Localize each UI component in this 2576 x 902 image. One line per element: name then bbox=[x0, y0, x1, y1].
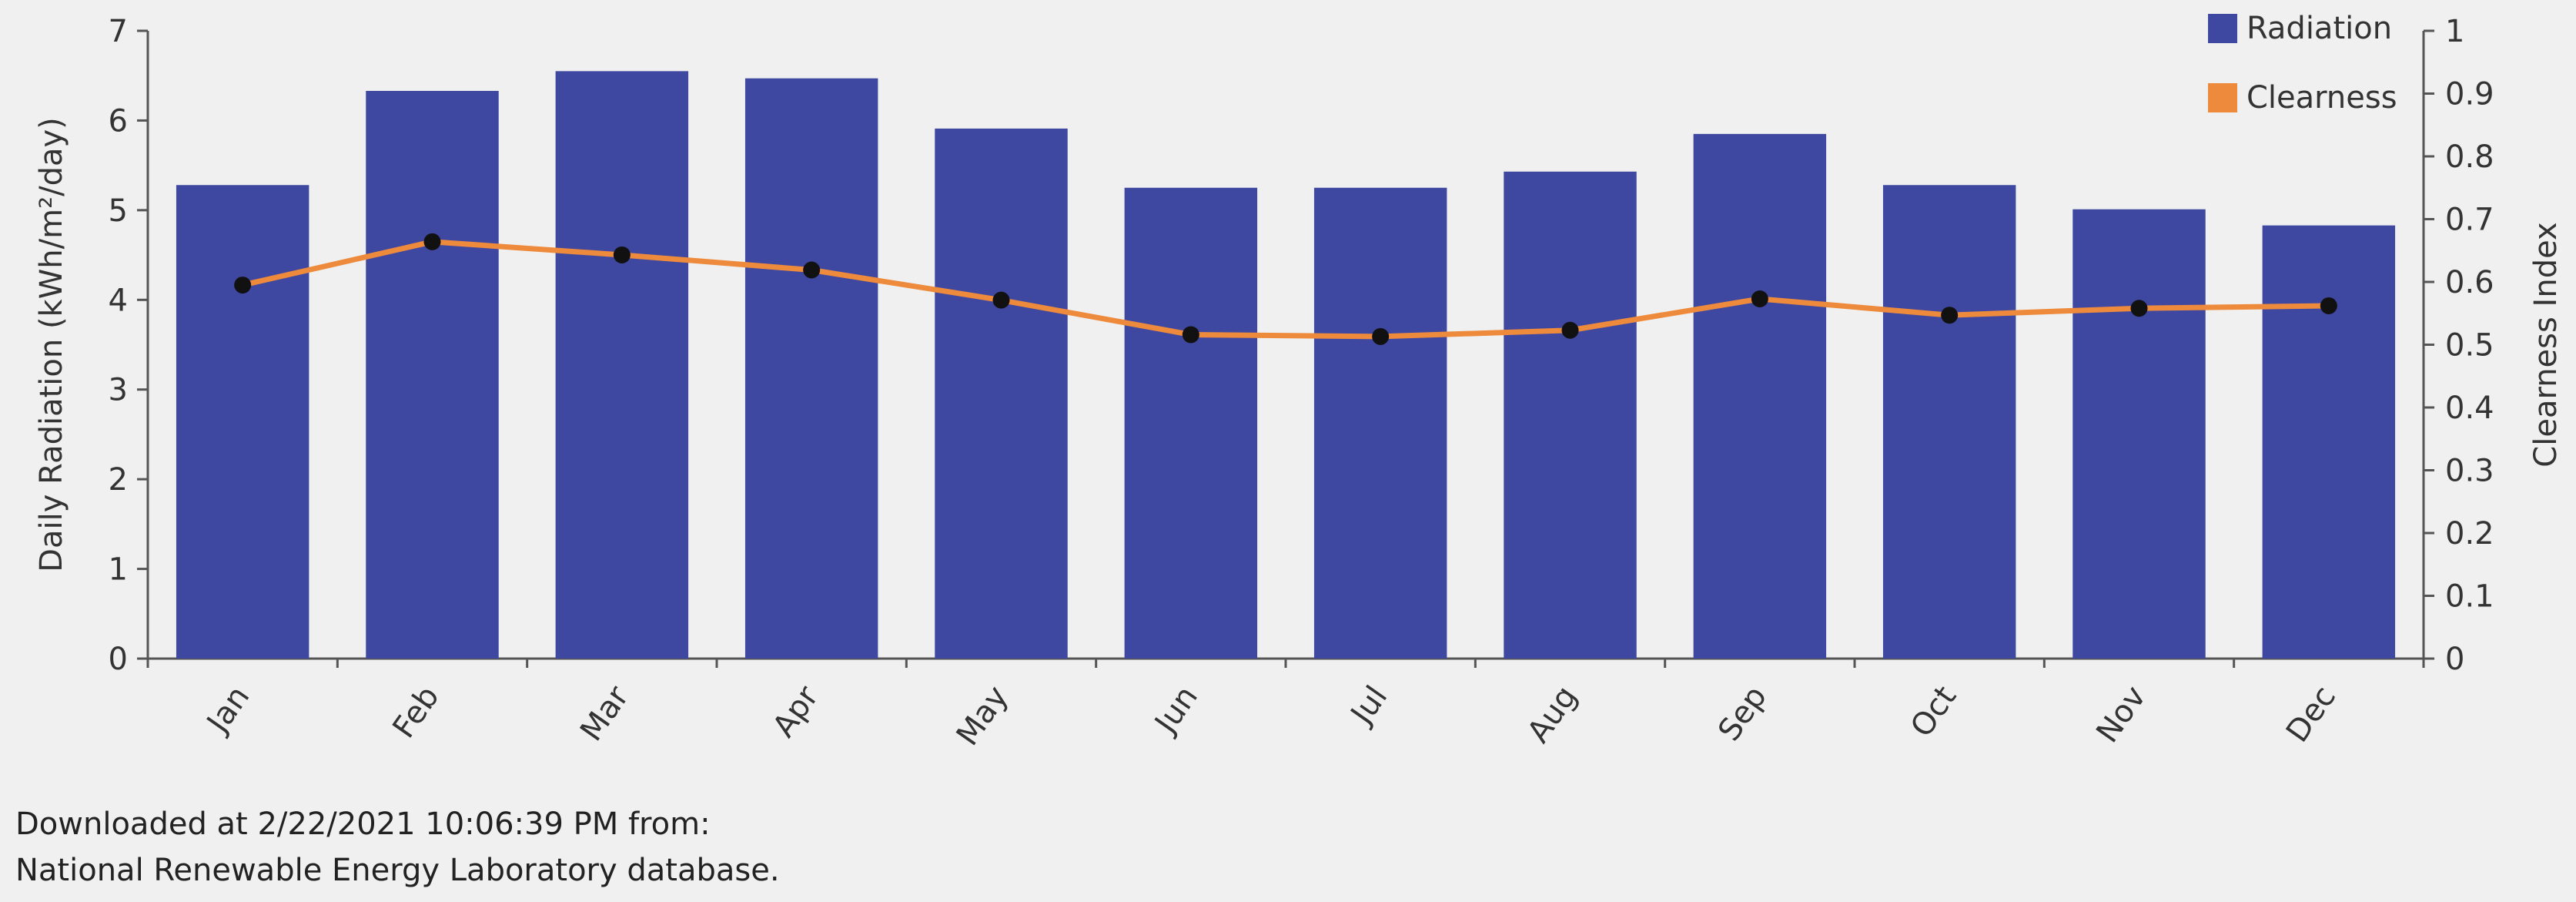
radiation-bar-nov bbox=[2073, 209, 2206, 659]
radiation-bars bbox=[176, 71, 2396, 659]
right-tick-label: 0.3 bbox=[2445, 454, 2494, 489]
left-tick-label: 5 bbox=[109, 193, 128, 229]
right-tick-label: 0.5 bbox=[2445, 328, 2494, 364]
x-tick-label: Feb bbox=[386, 679, 446, 744]
clearness-point-jul bbox=[1372, 327, 1390, 345]
legend-swatch-clearness bbox=[2208, 83, 2237, 112]
left-tick-label: 4 bbox=[109, 283, 128, 318]
right-tick-label: 0.9 bbox=[2445, 77, 2494, 112]
x-tick-label: Jun bbox=[1147, 679, 1205, 741]
radiation-bar-sep bbox=[1693, 133, 1827, 659]
radiation-bar-aug bbox=[1504, 171, 1637, 659]
x-tick-label: Aug bbox=[1521, 679, 1584, 749]
radiation-bar-mar bbox=[555, 71, 689, 659]
left-axis-title: Daily Radiation (kWh/m²/day) bbox=[34, 117, 69, 572]
x-tick-label: Jan bbox=[199, 679, 257, 740]
download-note-line-2: National Renewable Energy Laboratory dat… bbox=[15, 853, 780, 888]
radiation-bar-feb bbox=[366, 91, 499, 659]
solar-resource-chart: 0 1 2 3 4 5 6 7 0 0.1 0.2 0.3 0.4 0.5 0.6 0.7 0.8 0.9 1 Jan… bbox=[34, 11, 2564, 752]
left-tick-label: 2 bbox=[109, 462, 128, 498]
left-tick-label: 1 bbox=[109, 552, 128, 588]
radiation-bar-apr bbox=[744, 78, 878, 659]
clearness-point-mar bbox=[613, 246, 631, 263]
radiation-bar-jan bbox=[176, 185, 309, 659]
clearness-point-may bbox=[992, 291, 1010, 309]
clearness-point-apr bbox=[803, 261, 821, 279]
x-tick-label: Apr bbox=[766, 679, 826, 744]
clearness-point-jun bbox=[1182, 326, 1199, 344]
clearness-series-line bbox=[242, 239, 2329, 340]
clearness-point-nov bbox=[2130, 300, 2148, 317]
left-tick-label: 7 bbox=[109, 14, 128, 49]
clearness-point-oct bbox=[1941, 307, 1959, 324]
radiation-bar-jul bbox=[1313, 187, 1447, 659]
radiation-bar-dec bbox=[2262, 225, 2396, 659]
left-tick-label: 6 bbox=[109, 103, 128, 139]
left-tick-label: 0 bbox=[109, 642, 128, 677]
radiation-bar-may bbox=[935, 128, 1068, 659]
radiation-bar-oct bbox=[1882, 185, 2016, 659]
clearness-point-sep bbox=[1751, 290, 1768, 308]
clearness-line bbox=[234, 233, 2337, 345]
legend-swatch-radiation bbox=[2208, 14, 2237, 43]
x-tick-label: Dec bbox=[2280, 679, 2343, 749]
clearness-point-jan bbox=[234, 277, 252, 294]
right-tick-label: 0.8 bbox=[2445, 139, 2494, 175]
right-tick-label: 0.1 bbox=[2445, 579, 2494, 615]
right-tick-label: 1 bbox=[2445, 14, 2464, 49]
right-tick-label: 0.2 bbox=[2445, 516, 2494, 552]
legend-label-clearness: Clearness bbox=[2246, 80, 2397, 116]
x-tick-label: May bbox=[950, 679, 1015, 752]
x-tick-label: Jul bbox=[1343, 679, 1394, 732]
right-tick-label: 0.4 bbox=[2445, 391, 2494, 426]
right-axis-title: Clearness Index bbox=[2528, 222, 2564, 467]
left-tick-label: 3 bbox=[109, 373, 128, 408]
legend: Radiation Clearness bbox=[2208, 11, 2397, 116]
clearness-point-feb bbox=[423, 233, 441, 250]
right-tick-label: 0 bbox=[2445, 642, 2464, 677]
x-tick-label: Nov bbox=[2089, 679, 2153, 749]
x-tick-label: Sep bbox=[1711, 679, 1774, 747]
radiation-bar-jun bbox=[1124, 187, 1258, 659]
clearness-point-dec bbox=[2320, 297, 2337, 314]
download-note-line-1: Downloaded at 2/22/2021 10:06:39 PM from… bbox=[15, 806, 711, 842]
clearness-point-aug bbox=[1561, 321, 1579, 339]
download-note: Downloaded at 2/22/2021 10:06:39 PM from… bbox=[15, 801, 780, 894]
x-tick-label: Oct bbox=[1904, 679, 1963, 743]
legend-label-radiation: Radiation bbox=[2246, 11, 2392, 46]
right-tick-label: 0.6 bbox=[2445, 265, 2494, 300]
x-tick-label: Mar bbox=[574, 679, 636, 748]
right-tick-label: 0.7 bbox=[2445, 203, 2494, 238]
